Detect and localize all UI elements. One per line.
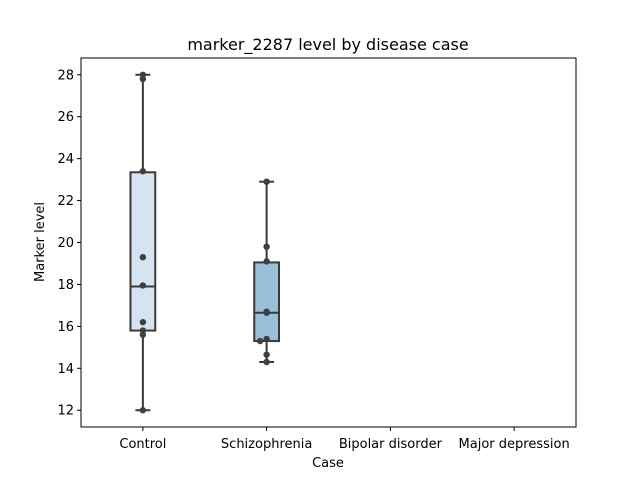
y-tick-label: 28 — [57, 68, 74, 83]
data-point — [139, 168, 147, 175]
point-group — [139, 71, 270, 414]
y-tick-label: 14 — [57, 362, 74, 377]
plot-frame — [80, 57, 577, 428]
data-point — [139, 407, 147, 414]
data-point — [139, 331, 147, 338]
data-point — [263, 351, 270, 358]
plot-area-background — [81, 58, 576, 427]
data-point — [263, 243, 270, 250]
y-tick-label: 20 — [57, 236, 74, 251]
box-control — [129, 73, 157, 412]
x-tick-label: Schizophrenia — [221, 437, 312, 452]
y-tick-label: 26 — [57, 110, 74, 125]
data-point — [139, 318, 147, 326]
data-point — [139, 282, 147, 289]
x-axis-label: Case — [312, 456, 344, 471]
data-point — [139, 75, 147, 83]
data-point — [263, 178, 270, 185]
x-tick-label: Control — [119, 437, 166, 452]
data-point — [139, 253, 147, 261]
data-point — [256, 337, 264, 345]
x-axis: Control Schizophrenia Bipolar disorder Majo… — [119, 427, 570, 452]
data-point — [263, 258, 270, 265]
data-point — [263, 358, 270, 366]
data-point — [263, 309, 270, 316]
y-tick-label: 22 — [57, 194, 74, 209]
y-axis-label: Marker level — [33, 202, 48, 282]
y-tick-label: 24 — [57, 152, 74, 167]
y-axis: 12 14 16 18 20 22 24 26 28 — [57, 68, 81, 419]
box-iqr — [129, 171, 157, 332]
box-group — [129, 73, 280, 412]
y-tick-label: 16 — [57, 320, 74, 335]
y-tick-label: 18 — [57, 278, 74, 293]
y-tick-label: 12 — [57, 404, 74, 419]
box-iqr — [253, 261, 280, 343]
data-point — [263, 335, 270, 343]
x-tick-label: Bipolar disorder — [339, 437, 443, 452]
x-tick-label: Major depression — [459, 437, 570, 452]
chart-title: marker_2287 level by disease case — [187, 35, 468, 55]
